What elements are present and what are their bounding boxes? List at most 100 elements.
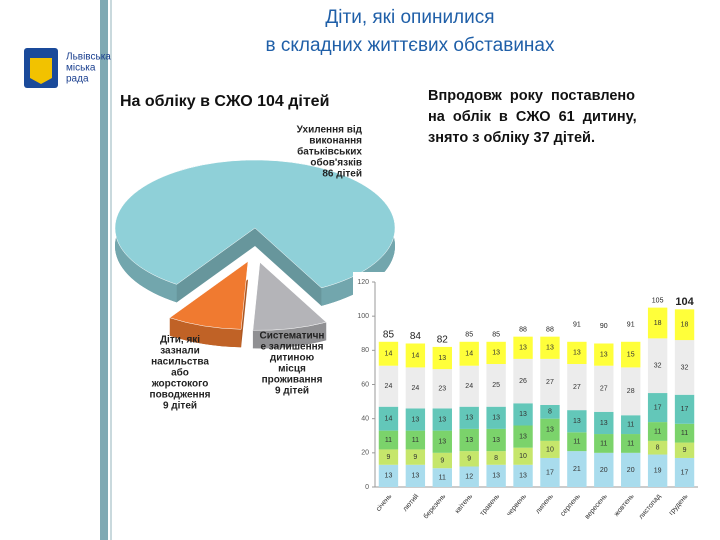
segment-label: 13: [465, 415, 473, 422]
bar-segment: [432, 430, 452, 453]
segment-label: 9: [683, 447, 687, 454]
pie-slice: [169, 260, 249, 330]
bar-segment: [432, 369, 452, 409]
segment-label: 13: [600, 351, 608, 358]
segment-label: 14: [385, 416, 393, 423]
bar-segment: [378, 449, 399, 465]
total-label: 85: [492, 332, 500, 339]
bar-segment: [459, 341, 479, 366]
segment-label: 27: [573, 384, 581, 391]
bar-segment: [486, 428, 506, 452]
segment-label: 13: [519, 473, 527, 480]
bar-segment: [540, 358, 560, 405]
segment-label: 32: [681, 364, 689, 371]
bar-segment: [674, 340, 695, 395]
bar-segment: [405, 367, 426, 409]
segment-label: 17: [654, 404, 662, 411]
logo-text: рада: [66, 74, 89, 85]
bar-segment: [674, 423, 695, 443]
segment-label: 10: [546, 446, 554, 453]
logo-text: Львівська: [66, 52, 111, 63]
segment-label: 24: [411, 385, 419, 392]
left-caption: На обліку в СЖО 104 дітей: [120, 93, 329, 110]
bar-segment: [513, 336, 533, 359]
right-caption: знято з обліку 37 дітей.: [428, 130, 595, 146]
segment-label: 13: [519, 411, 527, 418]
pie-label: 9 дітей: [275, 386, 309, 397]
pie-label: е залишення: [260, 342, 323, 353]
segment-label: 13: [546, 345, 554, 352]
total-label: 105: [652, 297, 664, 304]
segment-label: 11: [439, 474, 446, 481]
segment-label: 13: [492, 473, 500, 480]
total-label: 88: [546, 327, 554, 334]
segment-label: 13: [492, 350, 500, 357]
pie-label: насильства: [151, 357, 209, 368]
bar-segment: [432, 346, 452, 370]
segment-label: 9: [440, 457, 444, 464]
total-label: 85: [465, 332, 473, 339]
segment-label: 26: [519, 378, 527, 385]
bar-segment: [378, 406, 399, 431]
pie-slice: [252, 261, 327, 331]
segment-label: 13: [600, 420, 608, 427]
total-label: 85: [383, 329, 395, 340]
bar-segment: [647, 338, 668, 394]
bar-segment: [459, 406, 479, 429]
bar-segment: [405, 343, 426, 368]
segment-label: 13: [519, 345, 527, 352]
bar-segment: [567, 341, 587, 364]
segment-label: 13: [438, 355, 446, 362]
bar-segment: [594, 365, 614, 412]
segment-label: 13: [546, 427, 554, 434]
segment-label: 21: [573, 466, 581, 473]
bar-segment: [674, 442, 695, 458]
segment-label: 20: [627, 467, 635, 474]
pie-label: Діти, які: [160, 335, 200, 346]
pie-label: 86 дітей: [322, 169, 362, 180]
pie-label: Систематичн: [260, 331, 325, 342]
y-tick-label: 40: [361, 416, 369, 423]
bar-segment: [378, 365, 399, 407]
y-tick-label: 80: [361, 347, 369, 354]
segment-label: 24: [385, 383, 393, 390]
bar-segment: [405, 464, 426, 487]
segment-label: 13: [492, 437, 500, 444]
bar-segment: [405, 449, 426, 465]
bar-segment: [486, 406, 506, 429]
bar-segment: [378, 341, 399, 366]
pie-label: жорстокого: [151, 379, 209, 390]
bar-segment: [621, 341, 641, 368]
bar-segment: [540, 405, 560, 419]
segment-label: 13: [385, 473, 393, 480]
logo-lion: [30, 58, 52, 84]
segment-label: 11: [412, 437, 419, 444]
total-label: 82: [437, 335, 449, 346]
pie-label: виконання: [309, 136, 362, 147]
bar-segment: [378, 464, 399, 487]
pie-label: дитиною: [270, 353, 315, 364]
bar-segment: [432, 408, 452, 431]
segment-label: 11: [600, 440, 607, 447]
segment-label: 13: [411, 473, 419, 480]
bar-segment: [459, 451, 479, 467]
bar-segment: [432, 452, 452, 469]
segment-label: 25: [492, 382, 500, 389]
segment-label: 10: [519, 453, 527, 460]
side-bar-thin: [110, 0, 112, 540]
pie-slice: [114, 159, 396, 289]
segment-label: 13: [438, 439, 446, 446]
segment-label: 11: [627, 440, 634, 447]
segment-label: 11: [573, 439, 580, 446]
segment-label: 18: [654, 320, 662, 327]
bar-segment: [567, 410, 587, 433]
right-caption: Впродовж року поставлено: [428, 88, 635, 104]
segment-label: 20: [600, 467, 608, 474]
pie-label: 9 дітей: [163, 401, 197, 412]
segment-label: 28: [627, 388, 635, 395]
segment-label: 14: [465, 351, 473, 358]
bar-segment: [513, 403, 533, 426]
bar-segment: [540, 440, 560, 458]
bar-segment: [647, 393, 668, 423]
bar-segment: [621, 415, 641, 435]
